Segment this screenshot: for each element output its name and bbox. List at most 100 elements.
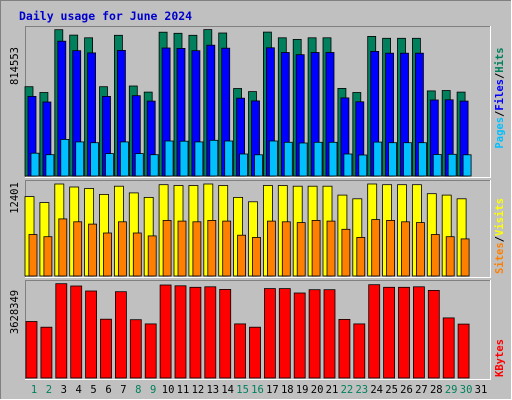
axis-max-label-visits: 12401: [9, 182, 21, 214]
x-tick-label-day-30: 30: [460, 384, 473, 396]
bar-sites-day-2: [43, 236, 53, 277]
bar-kbytes-day-9: [144, 323, 157, 379]
x-tick-label-day-21: 21: [326, 384, 339, 396]
bar-sites-day-17: [266, 220, 276, 277]
bar-kbytes-day-21: [323, 289, 336, 379]
bar-kbytes-day-14: [219, 288, 232, 379]
x-tick-label-day-3: 3: [61, 384, 67, 396]
bar-kbytes-day-10: [159, 284, 172, 379]
bar-sites-day-30: [460, 238, 470, 277]
bar-pages-day-10: [164, 140, 174, 177]
bar-kbytes-day-30: [457, 323, 470, 379]
bar-sites-day-10: [162, 219, 172, 277]
bar-kbytes-day-1: [25, 321, 38, 379]
bar-sites-day-26: [401, 221, 410, 277]
bar-sites-day-12: [192, 221, 202, 277]
bar-kbytes-day-16: [249, 326, 261, 379]
bar-sites-day-24: [371, 219, 381, 277]
bar-sites-day-1: [28, 234, 38, 277]
chart-title: Daily usage for June 2024: [19, 9, 192, 23]
bar-kbytes-day-19: [293, 292, 306, 379]
x-tick-label-day-11: 11: [177, 384, 190, 396]
bar-kbytes-day-6: [100, 318, 112, 379]
axis-max-label-kbytes: 3628349: [9, 290, 21, 334]
bar-sites-day-14: [222, 220, 232, 277]
bar-pages-day-3: [60, 138, 70, 177]
bar-sites-day-21: [326, 220, 336, 277]
bar-kbytes-day-8: [129, 319, 142, 379]
x-tick-label-day-22: 22: [341, 384, 354, 396]
bar-kbytes-day-15: [234, 323, 247, 379]
bar-pages-day-11: [179, 140, 189, 177]
bar-sites-day-25: [386, 219, 396, 277]
bar-pages-day-22: [343, 153, 353, 177]
x-tick-label-day-26: 26: [400, 384, 413, 396]
bar-pages-day-1: [30, 152, 40, 177]
bar-sites-day-5: [88, 223, 97, 277]
bar-sites-day-8: [132, 232, 142, 277]
bar-sites-day-3: [58, 218, 68, 277]
bar-pages-day-6: [105, 153, 114, 177]
bar-kbytes-day-27: [412, 286, 425, 379]
bars-kbytes: [25, 283, 470, 379]
x-tick-label-day-1: 1: [31, 384, 37, 396]
bar-kbytes-day-25: [383, 286, 396, 379]
x-tick-label-day-6: 6: [105, 384, 111, 396]
x-tick-label-day-19: 19: [296, 384, 309, 396]
x-tick-label-day-29: 29: [445, 384, 458, 396]
legend-sep-3: /: [494, 236, 506, 242]
legend-visits: Visits: [494, 198, 506, 236]
x-axis-day-labels: 1 2 3 4 5 6 7 8 9 10 11 12 13 14 15 16 17 18 19 20 21 22 23 24 2…: [31, 384, 487, 396]
x-tick-label-day-28: 28: [430, 384, 443, 396]
legend-visits-sites: Sites/Visits: [494, 198, 506, 274]
bar-kbytes-day-24: [368, 284, 381, 379]
bar-pages-day-18: [283, 141, 293, 177]
legend-kbytes: KBytes: [494, 339, 506, 377]
bar-kbytes-day-17: [263, 288, 276, 379]
bar-sites-day-11: [177, 220, 187, 277]
bar-kbytes-day-22: [338, 318, 351, 379]
bar-pages-day-17: [268, 140, 278, 177]
bar-pages-day-21: [328, 141, 338, 177]
x-tick-label-day-12: 12: [192, 384, 205, 396]
bars-visits-sites: [24, 183, 470, 277]
legend-sites: Sites: [494, 242, 506, 274]
bar-sites-day-13: [207, 219, 217, 277]
bar-pages-day-29: [447, 153, 457, 177]
bar-kbytes-day-4: [70, 285, 83, 379]
legend-files: Files: [494, 79, 506, 111]
bar-sites-day-7: [118, 221, 127, 277]
bar-pages-day-7: [120, 141, 129, 177]
x-tick-label-day-31: 31: [475, 384, 488, 396]
bar-kbytes-day-26: [398, 286, 410, 379]
bar-kbytes-day-11: [174, 285, 187, 379]
bar-pages-day-8: [134, 153, 144, 177]
x-tick-label-day-18: 18: [281, 384, 294, 396]
bar-pages-day-4: [75, 141, 85, 177]
bar-pages-day-28: [432, 154, 442, 177]
bar-pages-day-14: [224, 140, 234, 177]
x-tick-label-day-14: 14: [221, 384, 234, 396]
bar-pages-day-2: [45, 154, 55, 177]
bar-pages-day-5: [90, 142, 99, 177]
bar-kbytes-day-29: [442, 317, 455, 379]
x-tick-label-day-8: 8: [135, 384, 141, 396]
bar-sites-day-23: [356, 236, 366, 277]
x-tick-label-day-25: 25: [385, 384, 398, 396]
bar-sites-day-19: [296, 222, 306, 277]
legend-hits-files-pages: Pages/Files/Hits: [494, 47, 506, 148]
x-tick-label-day-17: 17: [266, 384, 279, 396]
bar-sites-day-28: [430, 234, 440, 277]
bar-pages-day-12: [194, 141, 204, 177]
bar-kbytes-day-23: [353, 323, 366, 379]
bar-kbytes-day-2: [40, 326, 53, 379]
bar-pages-day-9: [149, 154, 159, 177]
bar-kbytes-day-5: [85, 290, 97, 379]
x-tick-label-day-20: 20: [311, 384, 324, 396]
x-tick-label-day-27: 27: [415, 384, 428, 396]
x-tick-label-day-7: 7: [120, 384, 126, 396]
x-tick-label-day-24: 24: [370, 384, 383, 396]
legend-sep-1: /: [494, 111, 506, 117]
bars-hits-files-pages: [24, 29, 472, 177]
